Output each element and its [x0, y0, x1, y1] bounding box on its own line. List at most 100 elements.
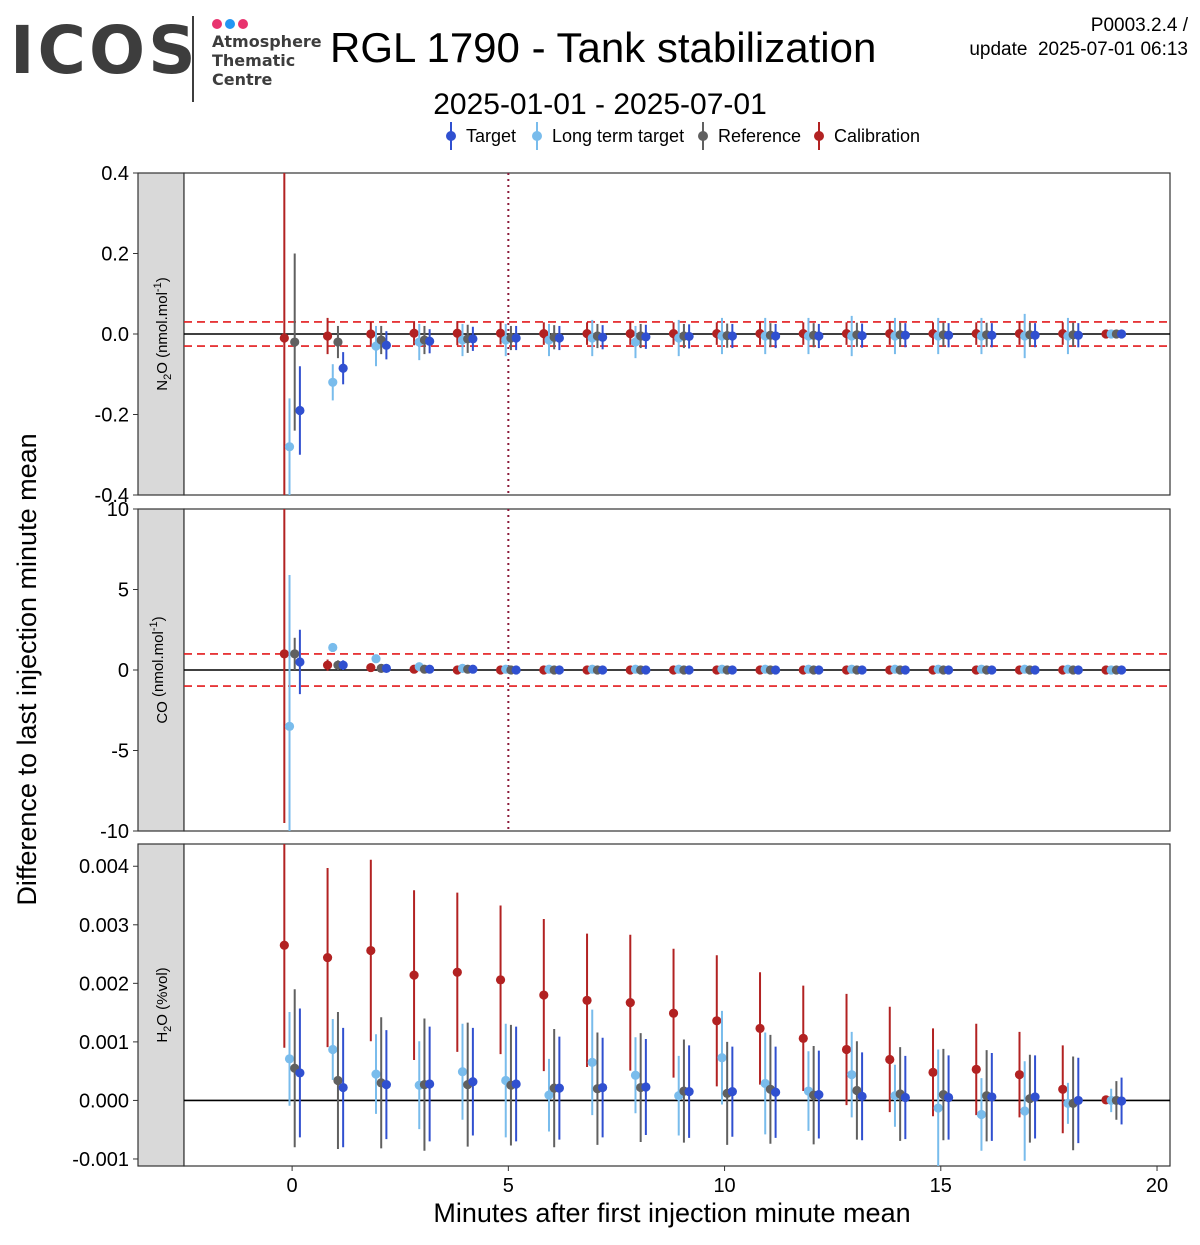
data-point [322, 952, 333, 963]
version-label: P0003.2.4 / [1090, 15, 1188, 36]
logo-divider [192, 16, 194, 102]
data-point [712, 1016, 722, 1026]
icos-logo: ICOS [10, 12, 199, 89]
data-point [987, 665, 997, 675]
data-point [684, 665, 694, 675]
version-block: P0003.2.4 / update 2025-07-01 06:13 [969, 14, 1188, 62]
y-tick-label: 0.004 [79, 856, 129, 878]
logo-dots [212, 16, 251, 34]
y-tick-label: 0.003 [79, 915, 129, 937]
data-point [1014, 1070, 1025, 1080]
data-point [366, 329, 376, 339]
data-point [284, 1054, 295, 1064]
data-point [539, 990, 549, 1000]
data-point [381, 663, 391, 673]
data-point [900, 1092, 910, 1103]
data-point [295, 1068, 305, 1078]
data-point [544, 1090, 554, 1100]
logo-subtitle: Atmosphere Thematic Centre [212, 32, 322, 89]
x-tick-label: 5 [503, 1175, 514, 1197]
data-point [857, 1091, 867, 1101]
data-point [468, 1077, 478, 1087]
data-point [727, 1087, 737, 1097]
data-point [630, 337, 641, 347]
legend-label: Long term target [552, 126, 684, 146]
update-timestamp: update 2025-07-01 06:13 [969, 39, 1188, 60]
data-point [943, 665, 954, 675]
data-point [338, 660, 348, 670]
y-tick-label: 0.002 [79, 973, 129, 995]
chart-subtitle: 2025-01-01 - 2025-07-01 [433, 88, 767, 121]
data-point [857, 331, 867, 341]
data-point [279, 940, 289, 950]
data-point [582, 995, 592, 1005]
data-point [1073, 1095, 1083, 1106]
legend-label: Reference [718, 126, 801, 146]
data-point [641, 665, 651, 675]
x-tick-label: 20 [1146, 1175, 1168, 1197]
data-point [468, 664, 478, 674]
data-point [295, 657, 305, 667]
data-point [366, 662, 376, 673]
data-point [371, 1069, 381, 1079]
data-point [468, 334, 478, 344]
data-point [976, 1109, 987, 1120]
panel-data [279, 844, 1127, 1166]
data-point [625, 328, 635, 339]
data-point [425, 1079, 435, 1089]
data-point [333, 337, 343, 347]
data-point [425, 336, 435, 346]
data-point [987, 330, 997, 340]
data-point [847, 1070, 857, 1080]
y-tick-label: 5 [118, 580, 129, 602]
data-point [322, 331, 333, 341]
panel-strip [137, 172, 185, 496]
data-point [684, 331, 694, 342]
data-point [598, 665, 608, 675]
y-tick-label: 10 [107, 499, 129, 521]
strip-label: N2O (nmol.mol-1) [152, 277, 174, 390]
data-point [587, 1057, 597, 1067]
data-point [1116, 665, 1127, 675]
y-tick-label: 0.0 [101, 324, 129, 346]
logo-line-2: Thematic [212, 51, 296, 70]
data-point [841, 1044, 852, 1055]
data-point [1058, 1084, 1068, 1094]
data-point [641, 1082, 651, 1092]
data-point [409, 970, 419, 980]
data-point [943, 330, 954, 340]
panel-frame [183, 843, 1171, 1167]
data-point [641, 332, 651, 342]
data-point [943, 1092, 954, 1103]
data-point [381, 340, 391, 350]
data-point [554, 665, 564, 675]
data-point [452, 328, 462, 338]
data-point [1020, 1106, 1030, 1116]
y-tick-label: -0.001 [72, 1149, 129, 1171]
data-point [727, 331, 737, 341]
logo-line-1: Atmosphere [212, 32, 322, 51]
data-point [295, 405, 305, 416]
data-point [1030, 665, 1040, 675]
data-point [452, 967, 462, 977]
data-point [554, 333, 564, 343]
report-header: ICOS Atmosphere Thematic Centre RGL 1790… [0, 0, 1200, 121]
logo-dot-2 [225, 19, 235, 29]
x-tick-label: 0 [287, 1175, 298, 1197]
data-point [771, 665, 781, 675]
chart-title: RGL 1790 - Tank stabilization [330, 24, 877, 71]
data-point [684, 1087, 694, 1097]
data-point [409, 328, 419, 338]
data-point [798, 1033, 808, 1043]
data-point [814, 665, 824, 675]
data-point [284, 442, 295, 452]
strip-label: H2O (%vol) [154, 967, 174, 1042]
data-point [971, 1064, 981, 1074]
data-point [928, 1067, 938, 1077]
data-point [933, 1103, 943, 1113]
data-point [598, 1082, 608, 1093]
data-point [328, 377, 338, 387]
y-tick-label: 0.000 [79, 1090, 129, 1112]
x-tick-label: 10 [713, 1175, 735, 1197]
data-point [1073, 665, 1083, 675]
